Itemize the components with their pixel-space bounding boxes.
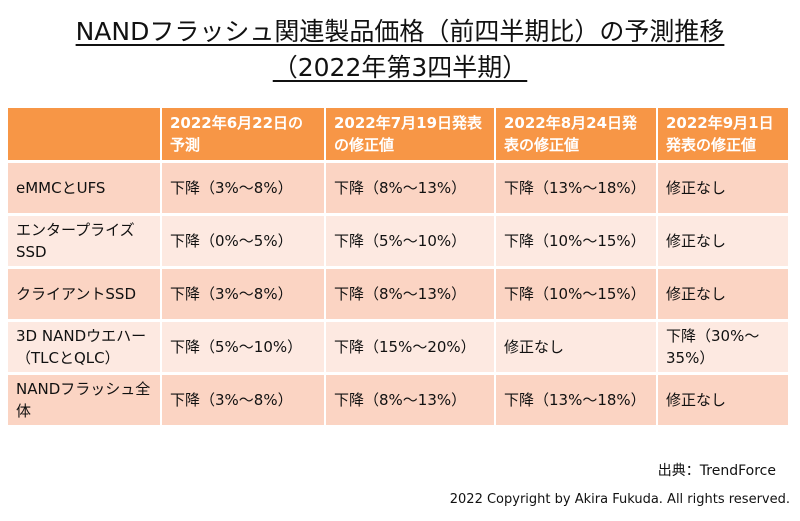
value-cell: 下降（13%～18%）: [496, 375, 656, 425]
price-forecast-table: 2022年6月22日の予測 2022年7月19日発表の修正値 2022年8月24…: [6, 105, 790, 428]
page-title: NANDフラッシュ関連製品価格（前四半期比）の予測推移 （2022年第3四半期）: [0, 14, 800, 86]
row-label-cell: エンタープライズSSD: [8, 216, 160, 266]
value-cell: 下降（5%～10%）: [326, 216, 494, 266]
title-line-2: （2022年第3四半期）: [272, 53, 528, 82]
value-cell: 下降（10%～15%）: [496, 269, 656, 319]
value-cell: 修正なし: [658, 269, 788, 319]
row-label-cell: 3D NANDウエハー（TLCとQLC）: [8, 322, 160, 372]
header-cell: 2022年7月19日発表の修正値: [326, 108, 494, 160]
value-cell: 下降（8%～13%）: [326, 269, 494, 319]
value-cell: 下降（0%～5%）: [162, 216, 324, 266]
source-note: 出典：TrendForce: [657, 463, 776, 479]
copyright-note: 2022 Copyright by Akira Fukuda. All righ…: [449, 492, 790, 507]
value-cell: 修正なし: [658, 375, 788, 425]
value-cell: 下降（5%～10%）: [162, 322, 324, 372]
value-cell: 下降（15%～20%）: [326, 322, 494, 372]
table-row: eMMCとUFS 下降（3%～8%） 下降（8%～13%） 下降（13%～18%） 修正…: [8, 163, 788, 213]
value-cell: 下降（3%～8%）: [162, 163, 324, 213]
header-cell: 2022年9月1日発表の修正値: [658, 108, 788, 160]
value-cell: 修正なし: [658, 163, 788, 213]
title-line-1: NANDフラッシュ関連製品価格（前四半期比）の予測推移: [75, 17, 725, 46]
row-label-cell: eMMCとUFS: [8, 163, 160, 213]
table-row: 3D NANDウエハー（TLCとQLC） 下降（5%～10%） 下降（15%～20%…: [8, 322, 788, 372]
value-cell: 下降（3%～8%）: [162, 375, 324, 425]
table-row: NANDフラッシュ全体 下降（3%～8%） 下降（8%～13%） 下降（13%～18%…: [8, 375, 788, 425]
row-label-cell: クライアントSSD: [8, 269, 160, 319]
table-row: クライアントSSD 下降（3%～8%） 下降（8%～13%） 下降（10%～15%）修…: [8, 269, 788, 319]
row-label-cell: NANDフラッシュ全体: [8, 375, 160, 425]
value-cell: 下降（3%～8%）: [162, 269, 324, 319]
header-cell: 2022年6月22日の予測: [162, 108, 324, 160]
value-cell: 下降（30%～35%）: [658, 322, 788, 372]
value-cell: 下降（8%～13%）: [326, 375, 494, 425]
value-cell: 修正なし: [658, 216, 788, 266]
value-cell: 下降（8%～13%）: [326, 163, 494, 213]
value-cell: 下降（10%～15%）: [496, 216, 656, 266]
header-cell: 2022年8月24日発表の修正値: [496, 108, 656, 160]
value-cell: 修正なし: [496, 322, 656, 372]
value-cell: 下降（13%～18%）: [496, 163, 656, 213]
table-row: エンタープライズSSD 下降（0%～5%） 下降（5%～10%） 下降（10%～15%…: [8, 216, 788, 266]
header-cell: [8, 108, 160, 160]
header-row: 2022年6月22日の予測 2022年7月19日発表の修正値 2022年8月24…: [8, 108, 788, 160]
